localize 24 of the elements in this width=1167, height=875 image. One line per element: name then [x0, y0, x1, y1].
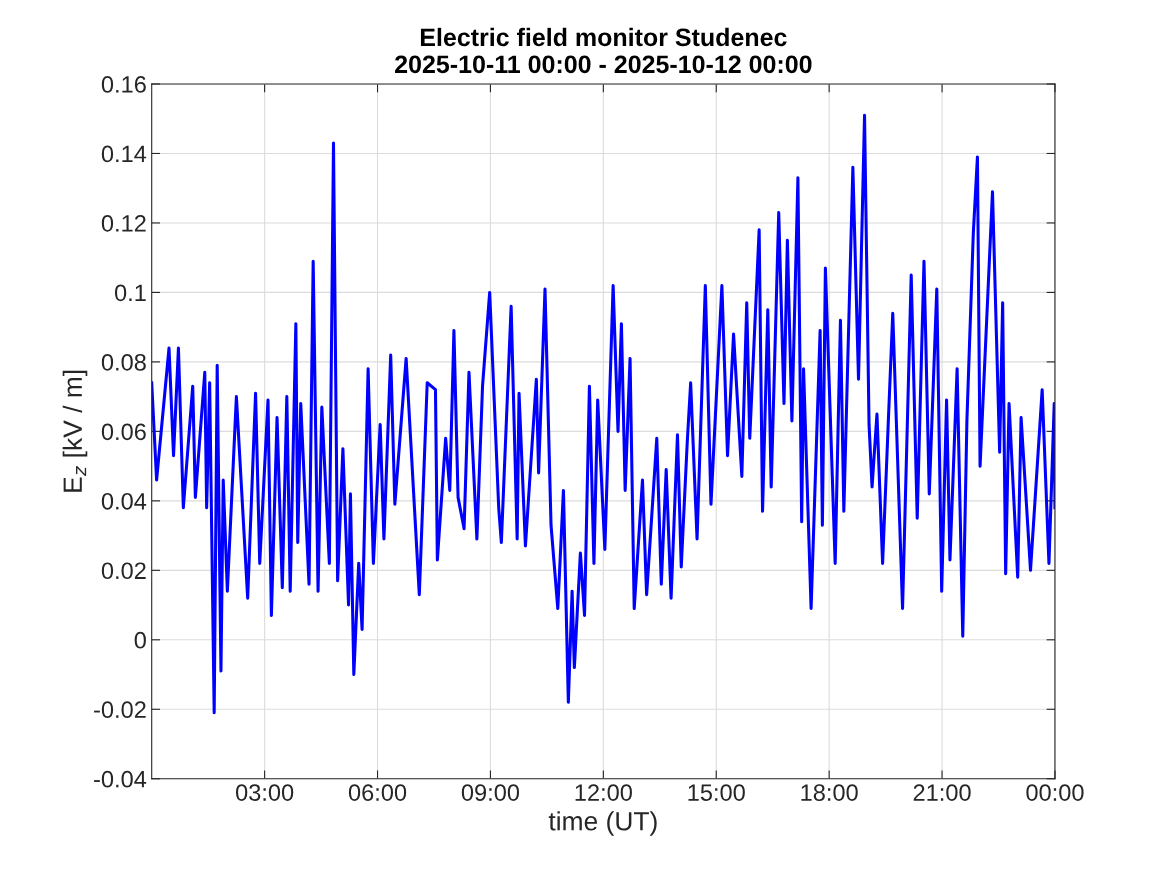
chart-title: Electric field monitor Studenec — [420, 27, 787, 47]
x-tick-label: 15:00 — [688, 784, 745, 801]
y-tick-label: 0.06 — [101, 423, 146, 441]
chart-subtitle: 2025-10-11 00:00 - 2025-10-12 00:00 — [395, 55, 812, 74]
x-axis-title: time (UT) — [548, 811, 657, 836]
y-tick-label: 0.12 — [101, 215, 146, 232]
y-tick-label: 0.04 — [101, 492, 147, 510]
y-axis-title: E$_{z}$ [kV / m] — [62, 370, 88, 492]
line-series — [151, 113, 1055, 715]
y-tick-label: -0.02 — [94, 701, 146, 719]
y-tick-label: 0.14 — [101, 145, 147, 163]
y-tick-label: -0.04 — [94, 770, 147, 788]
y-tick-label: 0.1 — [114, 284, 146, 302]
x-tick-label: 18:00 — [801, 784, 858, 801]
x-tick-label: 00:00 — [1026, 784, 1084, 801]
x-tick-label: 21:00 — [913, 784, 971, 801]
x-tick-label: 06:00 — [348, 784, 407, 801]
x-tick-label: 03:00 — [236, 784, 294, 801]
y-tick-label: 0 — [134, 631, 146, 649]
y-tick-label: 0.02 — [101, 562, 146, 580]
y-tick-label: 0.16 — [101, 76, 146, 93]
y-tick-label: 0.08 — [101, 353, 146, 371]
x-tick-label: 12:00 — [575, 784, 632, 801]
x-tick-label: 09:00 — [461, 784, 520, 801]
